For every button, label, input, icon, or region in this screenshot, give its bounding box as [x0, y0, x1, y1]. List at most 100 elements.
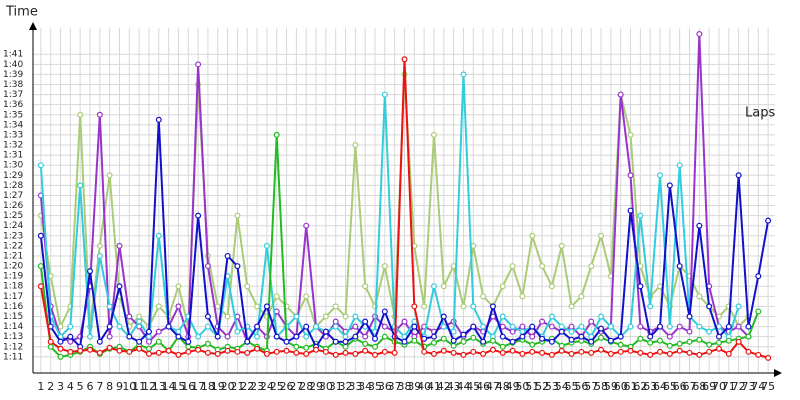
lap-point [539, 349, 546, 356]
lap-point [440, 335, 447, 342]
lap-point [460, 331, 467, 338]
lap-point [273, 348, 280, 355]
lap-point [657, 323, 664, 330]
x-tick-label: 47 [486, 380, 500, 393]
lap-point [499, 343, 506, 350]
y-tick-label: 1:36 [3, 100, 23, 110]
lap-point [234, 212, 241, 219]
lap-point [421, 348, 428, 355]
lap-point [735, 338, 742, 345]
lap-point [352, 142, 359, 149]
lap-point [391, 349, 398, 356]
y-tick-label: 1:26 [3, 201, 23, 211]
lap-point [145, 345, 152, 352]
lap-point [647, 339, 654, 346]
lap-point [195, 61, 202, 68]
y-tick-label: 1:31 [3, 151, 23, 161]
lap-point [136, 318, 143, 325]
y-tick-label: 1:13 [3, 332, 23, 342]
lap-point [352, 333, 359, 340]
lap-point [460, 351, 467, 358]
lap-point [509, 338, 516, 345]
lap-point [96, 349, 103, 356]
x-tick-label: 23 [250, 380, 264, 393]
lap-point [96, 338, 103, 345]
x-tick-label: 19 [211, 380, 225, 393]
x-tick-label: 24 [260, 380, 274, 393]
lap-point [598, 346, 605, 353]
lap-point [627, 172, 634, 179]
lap-point [548, 283, 555, 290]
lap-point [460, 338, 467, 345]
lap-point [686, 349, 693, 356]
lap-point [263, 303, 270, 310]
lap-point [529, 341, 536, 348]
lap-point [450, 328, 457, 335]
x-tick-label: 40 [417, 380, 431, 393]
lap-point [460, 71, 467, 78]
lap-point [588, 263, 595, 270]
x-tick-label: 5 [77, 380, 84, 393]
x-tick-label: 8 [106, 380, 113, 393]
lap-point [558, 242, 565, 249]
lap-point [598, 325, 605, 332]
lap-point [57, 338, 64, 345]
lap-point [706, 341, 713, 348]
x-tick-label: 67 [682, 380, 696, 393]
x-tick-label: 63 [643, 380, 657, 393]
lap-point [87, 346, 94, 353]
lap-point [676, 340, 683, 347]
y-tick-label: 1:20 [3, 262, 23, 272]
lap-point [666, 182, 673, 189]
x-tick-label: 22 [240, 380, 254, 393]
x-tick-label: 34 [358, 380, 372, 393]
lap-point [440, 347, 447, 354]
lap-point [165, 323, 172, 330]
y-tick-label: 1:34 [3, 120, 23, 130]
x-tick-label: 60 [614, 380, 628, 393]
lap-point [421, 303, 428, 310]
lap-point [381, 308, 388, 315]
y-tick-label: 1:37 [3, 90, 23, 100]
lap-point [332, 303, 339, 310]
x-tick-label: 54 [555, 380, 569, 393]
lap-point [87, 333, 94, 340]
lap-point [342, 333, 349, 340]
lap-point [303, 323, 310, 330]
lap-point [145, 350, 152, 357]
lap-point [657, 172, 664, 179]
grid [33, 28, 775, 373]
x-tick-label: 13 [152, 380, 166, 393]
lap-point [332, 318, 339, 325]
lap-point [686, 313, 693, 320]
x-tick-label: 49 [506, 380, 520, 393]
x-tick-label: 33 [348, 380, 362, 393]
lap-point [735, 323, 742, 330]
lap-point [214, 333, 221, 340]
lap-point [263, 242, 270, 249]
lap-point [303, 293, 310, 300]
lap-point [715, 339, 722, 346]
lap-point [195, 212, 202, 219]
lap-point [519, 293, 526, 300]
lap-point [175, 333, 182, 340]
lap-point [303, 333, 310, 340]
lap-point [145, 338, 152, 345]
tick-labels: 1:111:121:131:141:151:161:171:181:191:20… [3, 50, 775, 393]
y-tick-label: 1:24 [3, 221, 23, 231]
lap-point [67, 348, 74, 355]
lap-point [499, 283, 506, 290]
lap-point [755, 351, 762, 358]
lap-point [637, 283, 644, 290]
lap-point [77, 347, 84, 354]
lap-point [706, 328, 713, 335]
x-tick-label: 45 [466, 380, 480, 393]
lap-point [519, 328, 526, 335]
y-tick-label: 1:39 [3, 70, 23, 80]
lap-point [706, 303, 713, 310]
lap-point [617, 341, 624, 348]
lap-point [519, 323, 526, 330]
x-tick-label: 10 [122, 380, 136, 393]
x-tick-label: 39 [407, 380, 421, 393]
